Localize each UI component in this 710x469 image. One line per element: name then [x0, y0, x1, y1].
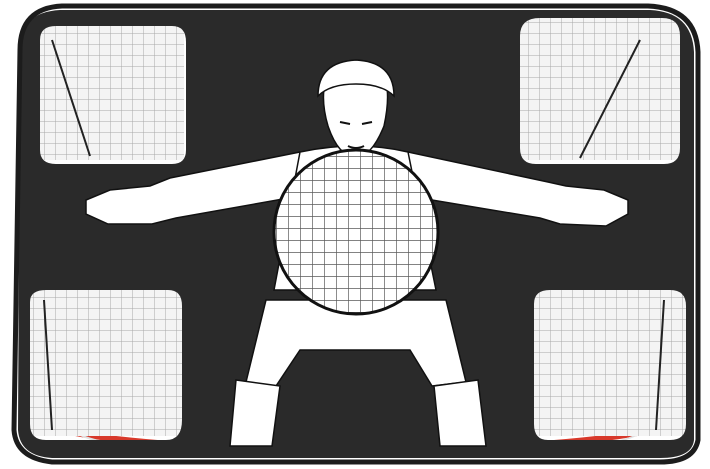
goalkeeper-face — [339, 121, 373, 149]
right-leg — [433, 379, 487, 447]
hair — [317, 59, 395, 98]
goal-frame — [11, 3, 701, 465]
net-corner-bottom-right — [520, 290, 688, 436]
right-arm — [407, 151, 629, 227]
left-leg — [229, 379, 281, 447]
net-corner-bottom-left — [26, 290, 182, 436]
net-corner-top-right — [516, 14, 680, 160]
center-target-hole — [272, 148, 440, 316]
net-corner-top-left — [34, 24, 184, 160]
net-strings — [43, 39, 665, 431]
left-arm — [85, 151, 301, 225]
